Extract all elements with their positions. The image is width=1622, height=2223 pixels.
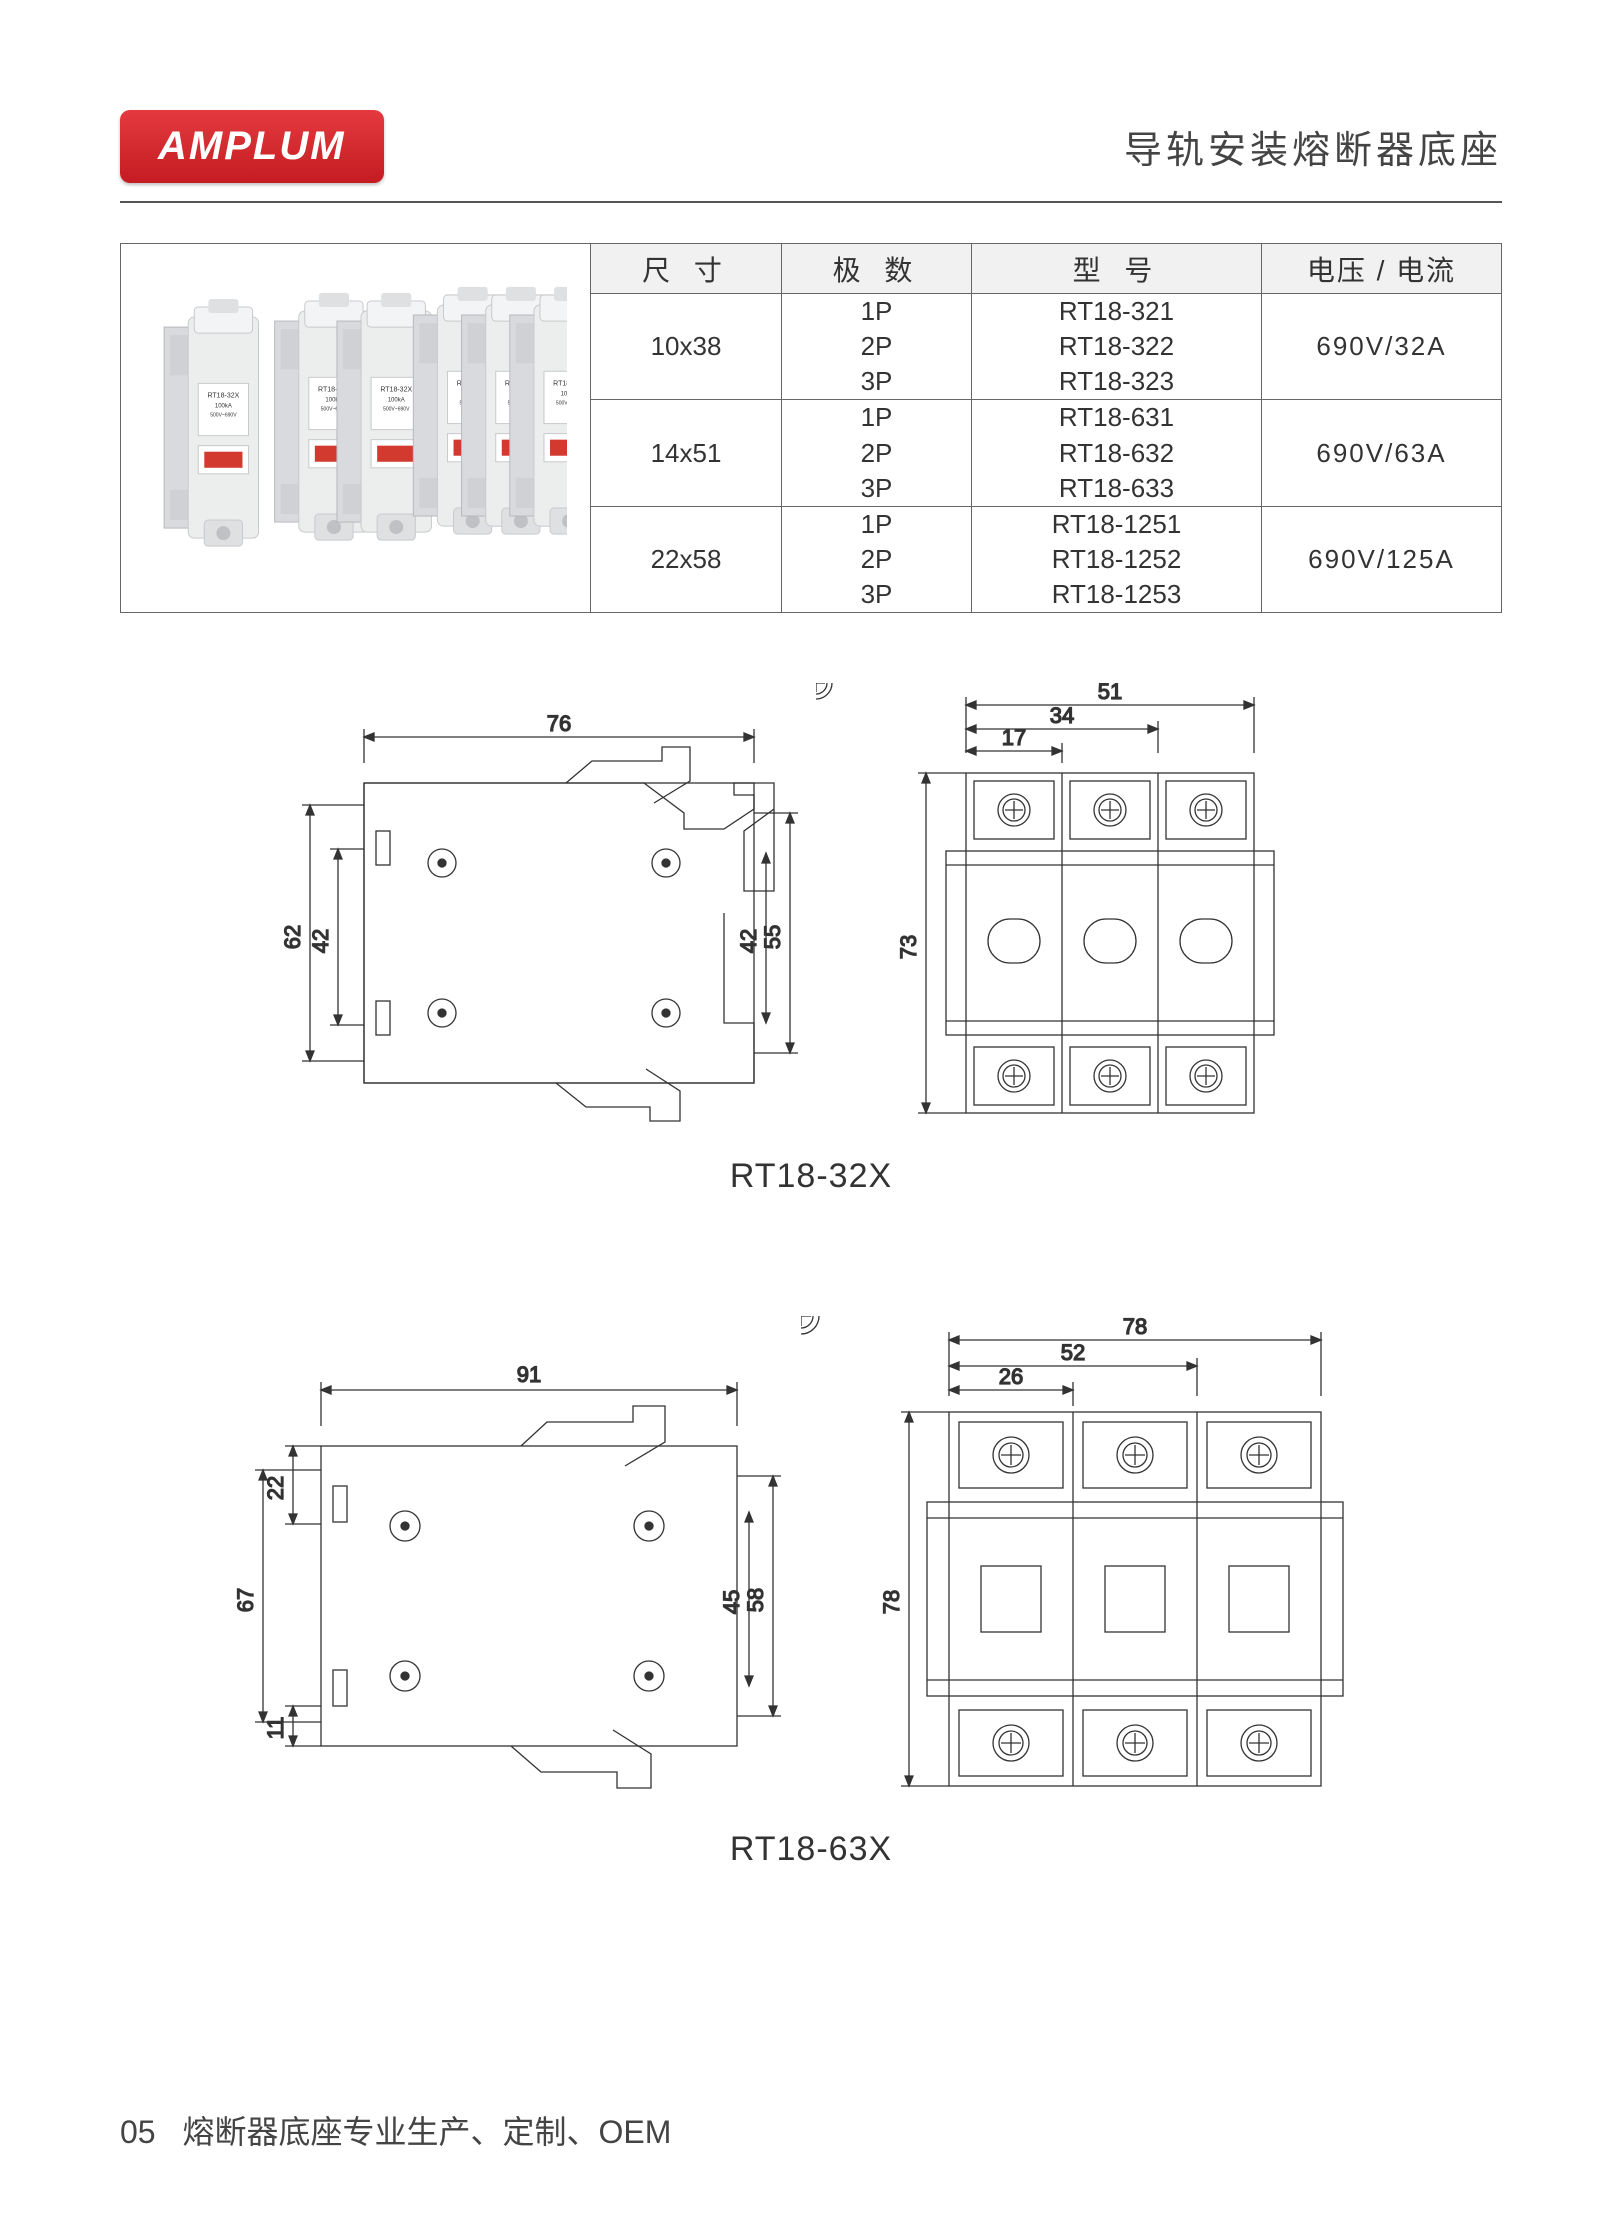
th-volt: 电压 / 电流 [1261, 244, 1501, 294]
page-number: 05 [120, 2114, 156, 2150]
spec-row: 22x581P2P3PRT18-1251RT18-1252RT18-125369… [591, 506, 1501, 612]
cell-size: 14x51 [591, 400, 781, 505]
cell-size: 10x38 [591, 294, 781, 399]
spec-row: 10x381P2P3PRT18-321RT18-322RT18-323690V/… [591, 294, 1501, 399]
cell-size: 22x58 [591, 507, 781, 612]
dim-76: 76 [547, 713, 571, 736]
dim-26: 26 [999, 1364, 1023, 1389]
cell-volt: 690V/125A [1261, 507, 1501, 612]
dim-78h: 78 [879, 1590, 904, 1614]
dim-42l: 42 [308, 929, 333, 953]
dim-73: 73 [896, 935, 921, 959]
cell-volt: 690V/32A [1261, 294, 1501, 399]
dim-55: 55 [760, 925, 785, 949]
cell-poles: 1P2P3P [781, 400, 971, 505]
cell-model: RT18-1251RT18-1252RT18-1253 [971, 507, 1261, 612]
drawing-rt18-32x: 76 [120, 683, 1502, 1196]
cell-volt: 690V/63A [1261, 400, 1501, 505]
spec-row: 14x511P2P3PRT18-631RT18-632RT18-633690V/… [591, 399, 1501, 505]
drawing-rt18-63x: 91 [120, 1316, 1502, 1869]
th-model: 型 号 [971, 244, 1261, 294]
page-header: AMPLUM 导轨安装熔断器底座 [120, 110, 1502, 203]
dim-91: 91 [517, 1362, 541, 1387]
dim-17: 17 [1002, 725, 1026, 750]
brand-badge: AMPLUM [120, 110, 384, 183]
product-illustration: RT18-32X 100kA 500V~690V [144, 262, 566, 593]
rt32-side-view: 76 [246, 713, 816, 1143]
dim-58: 58 [743, 1588, 768, 1612]
dim-45: 45 [719, 1590, 744, 1614]
dim-78w: 78 [1123, 1316, 1147, 1339]
th-size: 尺 寸 [591, 244, 781, 294]
rt32-front-view: 51 34 17 [816, 683, 1376, 1143]
spec-table-head: 尺 寸 极 数 型 号 电压 / 电流 [591, 244, 1501, 294]
dim-34: 34 [1050, 703, 1074, 728]
th-poles: 极 数 [781, 244, 971, 294]
footer-text: 熔断器底座专业生产、定制、OEM [182, 2114, 671, 2150]
dim-67: 67 [233, 1588, 258, 1612]
cell-model: RT18-631RT18-632RT18-633 [971, 400, 1261, 505]
dim-42r: 42 [736, 929, 761, 953]
dim-62: 62 [280, 925, 305, 949]
spec-rows-container: 10x381P2P3PRT18-321RT18-322RT18-323690V/… [591, 294, 1501, 612]
rt63-side-view: 91 [201, 1356, 801, 1816]
dim-11: 11 [263, 1717, 288, 1740]
label-rt18-63x: RT18-63X [120, 1830, 1502, 1869]
page-title: 导轨安装熔断器底座 [1124, 119, 1502, 174]
cell-model: RT18-321RT18-322RT18-323 [971, 294, 1261, 399]
drawings-area: 76 [120, 683, 1502, 1869]
product-photo: RT18-32X 100kA 500V~690V [121, 244, 591, 612]
dim-51: 51 [1098, 683, 1122, 704]
spec-block: RT18-32X 100kA 500V~690V [120, 243, 1502, 613]
label-rt18-32x: RT18-32X [120, 1157, 1502, 1196]
cell-poles: 1P2P3P [781, 294, 971, 399]
dim-52: 52 [1061, 1340, 1085, 1365]
cell-poles: 1P2P3P [781, 507, 971, 612]
rt63-front-view: 78 52 26 [801, 1316, 1421, 1816]
page-footer: 05 熔断器底座专业生产、定制、OEM [120, 2107, 671, 2153]
spec-table: 尺 寸 极 数 型 号 电压 / 电流 10x381P2P3PRT18-321R… [591, 244, 1501, 612]
